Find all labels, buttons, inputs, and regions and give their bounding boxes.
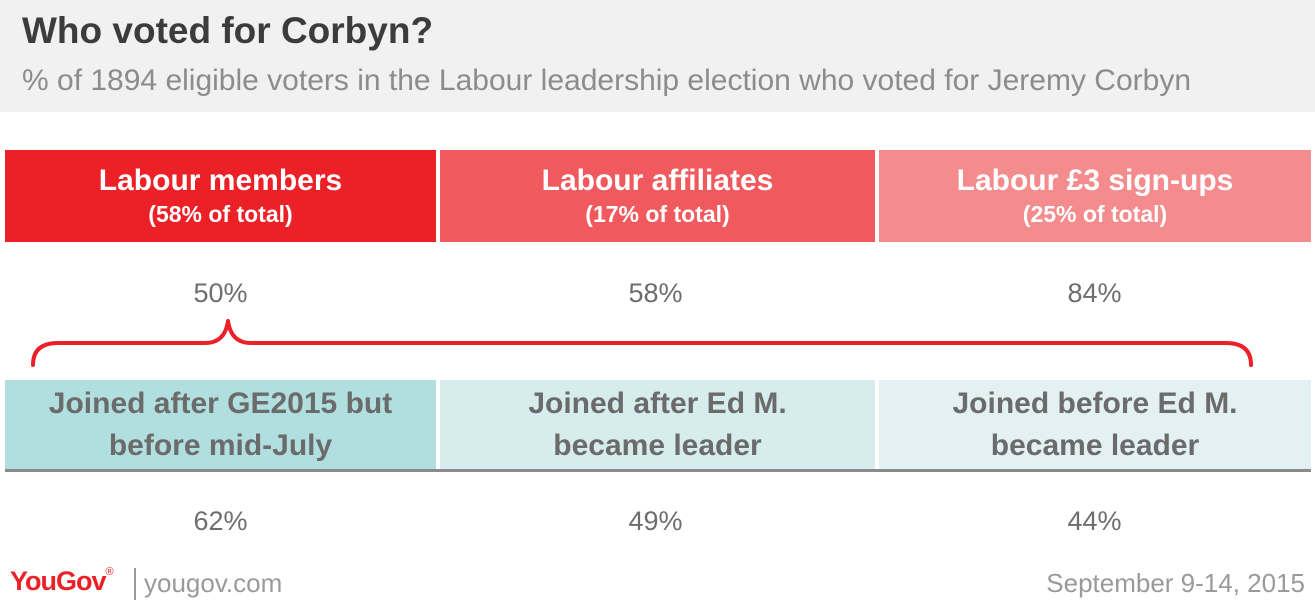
footer-separator — [134, 568, 136, 600]
registered-mark: ® — [105, 566, 114, 578]
breakdown-label-line: Joined after Ed M. — [528, 386, 787, 420]
brace-line — [31, 319, 1253, 367]
members-breakdown-brace — [31, 319, 1253, 367]
breakdown-label-line: before mid-July — [108, 428, 333, 462]
group-value: 58% — [628, 278, 683, 308]
member-breakdown-row: Joined after GE2015 but before mid-July … — [5, 380, 1311, 469]
breakdown-label-line: became leader — [990, 428, 1200, 462]
logo-text: YouGov — [10, 566, 107, 596]
survey-date: September 9-14, 2015 — [1046, 568, 1305, 598]
footer-url: yougov.com — [144, 568, 283, 598]
breakdown-label-line: Joined after GE2015 but — [48, 386, 393, 420]
breakdown-ge2015-cell: Joined after GE2015 but before mid-July — [5, 380, 436, 469]
group-members-cell: Labour members (58% of total) — [5, 150, 436, 242]
page-title: Who voted for Corbyn? — [22, 10, 434, 51]
group-signups-cell: Labour £3 sign-ups (25% of total) — [879, 150, 1311, 242]
page-subtitle: % of 1894 eligible voters in the Labour … — [22, 64, 1192, 97]
group-share: (17% of total) — [585, 201, 730, 227]
group-affiliates-cell: Labour affiliates (17% of total) — [440, 150, 875, 242]
header-banner: Who voted for Corbyn? % of 1894 eligible… — [0, 0, 1315, 112]
divider-line — [5, 469, 1311, 472]
breakdown-label-line: Joined before Ed M. — [952, 386, 1238, 420]
group-share: (58% of total) — [148, 201, 293, 227]
breakdown-label-line: became leader — [553, 428, 762, 462]
breakdown-before-edm-cell: Joined before Ed M. became leader — [879, 380, 1311, 469]
breakdown-after-edm-cell: Joined after Ed M. became leader — [440, 380, 875, 469]
group-label: Labour members — [98, 164, 343, 197]
voter-groups-row: Labour members (58% of total) Labour aff… — [5, 150, 1311, 242]
breakdown-value: 62% — [193, 506, 248, 536]
breakdown-value: 49% — [628, 506, 683, 536]
group-label: Labour affiliates — [541, 164, 774, 197]
yougov-logo: YouGov® — [10, 566, 114, 597]
group-label: Labour £3 sign-ups — [956, 164, 1234, 197]
breakdown-value: 44% — [1067, 506, 1122, 536]
group-share: (25% of total) — [1022, 201, 1168, 227]
group-value: 84% — [1067, 278, 1122, 308]
group-value: 50% — [193, 278, 248, 308]
